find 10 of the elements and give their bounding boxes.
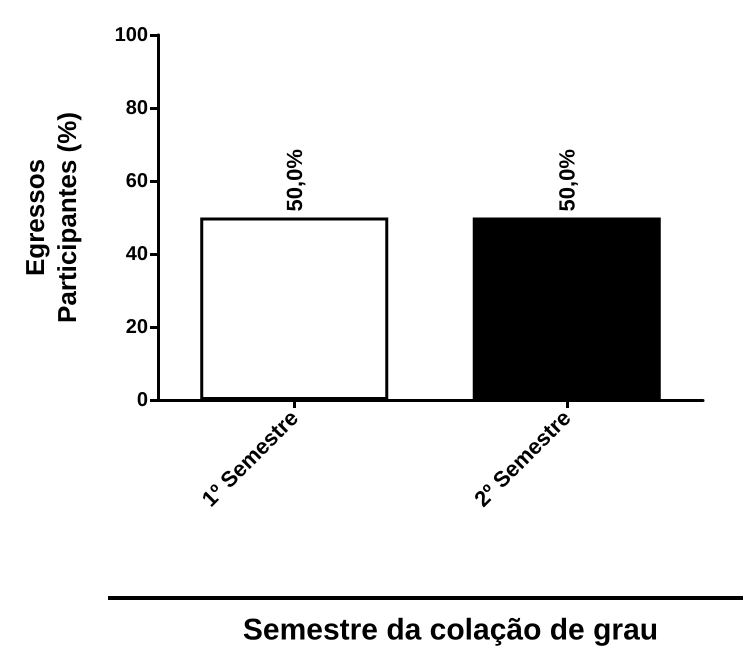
y-tick-label: 20: [126, 316, 148, 338]
y-tick-label: 100: [114, 24, 148, 46]
x-axis-title: Semestre da colação de grau: [242, 614, 658, 646]
data-label: 50,0%: [554, 149, 580, 212]
y-tick-label: 0: [136, 389, 148, 411]
y-tick-label: 80: [126, 97, 148, 119]
y-axis-title: Egressos Participantes (%): [20, 112, 82, 323]
data-label: 50,0%: [282, 149, 307, 212]
y-tick-label: 40: [126, 243, 148, 265]
y-tick-label: 60: [126, 170, 148, 192]
